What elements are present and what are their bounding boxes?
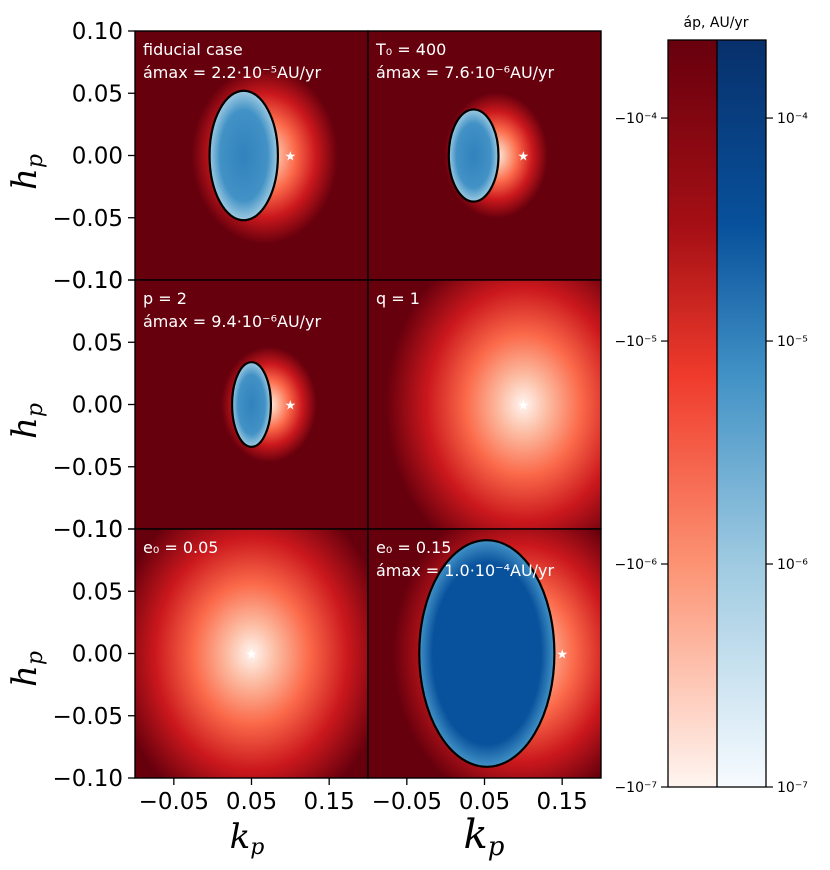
panel-label: T₀ = 400 [375,40,446,59]
y-tick-label: −0.05 [53,455,123,481]
y-axis-label-row1: hp [5,154,48,190]
colorbar-neg-label: −10⁻⁵ [614,334,657,350]
panel-T0: ★ T₀ = 400 ámax = 7.6·10⁻⁶AU/yr [368,31,601,280]
panel-amax: ámax = 1.0·10⁻⁴AU/yr [376,561,555,580]
colorbar-pos-label: 10⁻⁵ [777,334,808,350]
star-marker: ★ [246,648,258,663]
panel-label: p = 2 [143,289,187,308]
colorbar-neg-label: −10⁻⁶ [614,557,657,573]
x-tick-label: −0.05 [139,789,209,815]
x-axis-label-col2: kp [464,812,505,862]
panel-fiducial: ★ fiducial case ámax = 2.2·10⁻⁵AU/yr [135,31,368,280]
y-axis-label-row2: hp [5,403,48,439]
colorbar-red-strip [668,40,717,787]
y-tick-label: 0.10 [72,268,123,294]
colorbar-pos-label: 10⁻⁷ [777,780,808,796]
panel-label: e₀ = 0.05 [143,538,218,557]
y-tick-label: 0.00 [72,144,123,170]
y-tick-label: −0.05 [53,704,123,730]
y-tick-label: 0.10 [72,517,123,543]
y-tick-label: 0.10 [72,19,123,45]
panel-grid: ★ fiducial case ámax = 2.2·10⁻⁵AU/yr ★ T₀ = … [134,30,602,779]
panel-label: q = 1 [376,289,420,308]
star-marker: ★ [556,648,568,663]
x-tick-label: 0.05 [459,789,510,815]
y-tick-label: −0.05 [53,206,123,232]
x-tick-label: 0.05 [226,789,277,815]
panel-label: fiducial case [143,40,243,59]
y-tick-label: −0.10 [53,517,123,543]
x-tick-label: 0.15 [537,789,588,815]
zero-contour-ellipse [447,108,500,203]
y-tick-label: 0.05 [72,579,123,605]
y-tick-label: −0.10 [53,766,123,792]
y-tick-label: 0.05 [72,330,123,356]
zero-contour-ellipse [418,539,556,768]
y-tick-label: 0.00 [72,642,123,668]
star-marker: ★ [518,150,530,165]
x-tick-label: −0.05 [372,789,442,815]
panel-e005: ★ e₀ = 0.05 [135,529,368,778]
colorbar-pos-label: 10⁻⁴ [777,111,808,127]
x-axis-label-col1: kp [230,817,265,860]
colorbar-title: áp, AU/yr [684,15,749,31]
panel-e015: ★ e₀ = 0.15 ámax = 1.0·10⁻⁴AU/yr [368,529,601,778]
colorbar: áp, AU/yr −10⁻⁴ 10⁻⁴−10⁻⁵ 10⁻⁵−10⁻⁶ 10⁻⁶−10… [614,15,808,796]
panel-p2: ★ p = 2 ámax = 9.4·10⁻⁶AU/yr [135,280,368,529]
y-tick-label: 0.00 [72,393,123,419]
y-tick-label: 0.05 [72,81,123,107]
zero-contour-ellipse [230,361,273,448]
colorbar-ticks: −10⁻⁴ 10⁻⁴ −10⁻⁵ 10⁻⁵ −10⁻⁶ 10⁻⁶ −10⁻⁷ 10⁻⁷ [614,111,808,796]
star-marker: ★ [285,399,297,414]
colorbar-blue-strip [717,40,766,787]
y-tick-label: −0.10 [53,268,123,294]
panel-amax: ámax = 7.6·10⁻⁶AU/yr [376,63,555,82]
y-axis-label-row3: hp [5,651,48,687]
axes-ticks: 0.100.050.00−0.05−0.100.100.050.00−0.05−… [53,19,588,815]
colorbar-neg-label: −10⁻⁷ [614,780,657,796]
colorbar-neg-label: −10⁻⁴ [614,111,657,127]
intensity-glow [386,280,601,529]
star-marker: ★ [518,399,530,414]
panel-amax: ámax = 2.2·10⁻⁵AU/yr [143,63,322,82]
star-marker: ★ [285,150,297,165]
x-tick-label: 0.15 [304,789,355,815]
panel-q1: ★ q = 1 [368,280,601,529]
zero-contour-ellipse [208,89,280,222]
panel-label: e₀ = 0.15 [376,538,451,557]
colorbar-pos-label: 10⁻⁶ [777,557,808,573]
panel-amax: ámax = 9.4·10⁻⁶AU/yr [143,312,322,331]
intensity-glow [135,529,368,778]
